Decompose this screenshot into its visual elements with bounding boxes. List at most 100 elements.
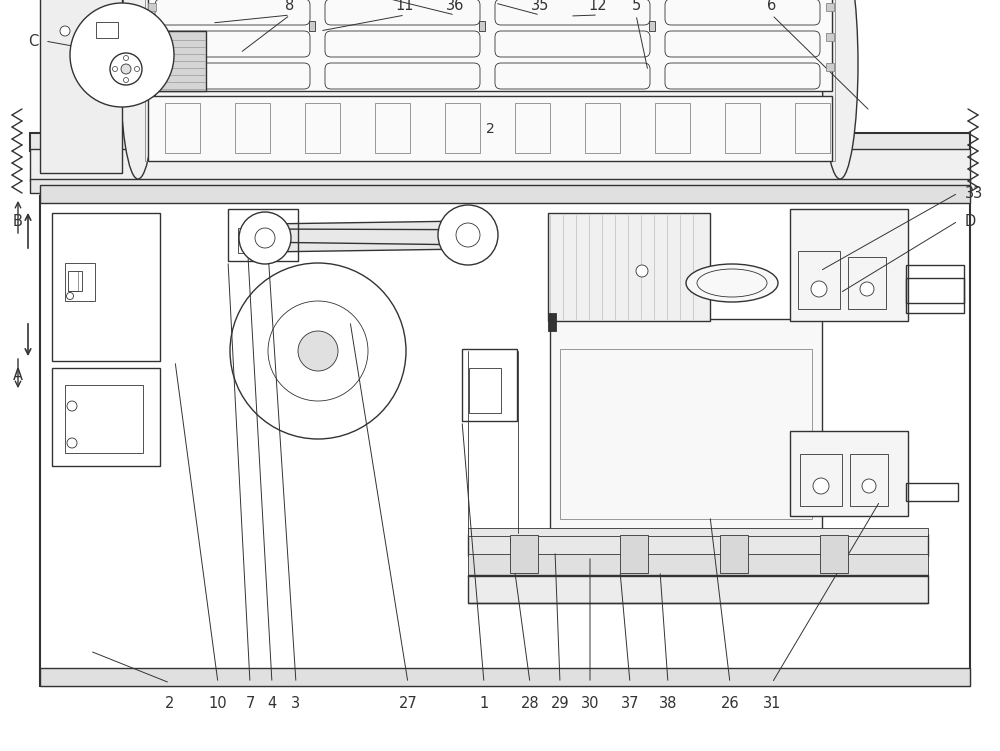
Bar — [468, 575, 928, 603]
Bar — [445, 103, 480, 153]
Bar — [790, 431, 908, 516]
Bar — [148, 31, 206, 91]
Circle shape — [456, 223, 480, 247]
Bar — [906, 483, 958, 501]
Text: 30: 30 — [581, 695, 599, 710]
Circle shape — [255, 228, 275, 248]
Text: 6: 6 — [767, 0, 777, 13]
Bar — [620, 535, 648, 573]
Bar — [906, 265, 964, 313]
Bar — [238, 228, 268, 253]
Bar — [468, 554, 928, 576]
Bar — [548, 313, 556, 331]
Text: B: B — [13, 213, 23, 228]
Ellipse shape — [120, 0, 156, 179]
Bar — [479, 21, 485, 31]
Bar — [40, 185, 970, 203]
Bar — [795, 103, 830, 153]
Text: 11: 11 — [396, 0, 414, 13]
Circle shape — [60, 26, 70, 36]
Ellipse shape — [822, 0, 858, 179]
Bar — [560, 349, 812, 519]
Bar — [550, 319, 822, 529]
Bar — [309, 21, 315, 31]
Bar — [798, 251, 840, 309]
Bar — [30, 149, 970, 181]
Polygon shape — [265, 221, 468, 252]
Circle shape — [67, 401, 77, 411]
Bar — [510, 535, 538, 573]
Ellipse shape — [686, 264, 778, 302]
Bar — [800, 454, 842, 506]
Text: 26: 26 — [721, 695, 739, 710]
Text: 7: 7 — [245, 695, 255, 710]
Circle shape — [80, 26, 90, 36]
Circle shape — [174, 75, 182, 83]
Circle shape — [813, 478, 829, 494]
Circle shape — [124, 77, 128, 83]
Bar — [906, 278, 964, 303]
Circle shape — [239, 212, 291, 264]
Bar — [165, 103, 200, 153]
Circle shape — [268, 301, 368, 401]
Circle shape — [247, 228, 263, 244]
Bar — [468, 534, 928, 556]
Circle shape — [134, 67, 140, 71]
Bar — [826, 33, 834, 41]
Bar — [145, 0, 835, 161]
Bar — [790, 209, 908, 321]
Bar — [148, 0, 832, 91]
Circle shape — [112, 67, 118, 71]
Text: 2: 2 — [486, 122, 494, 136]
Bar — [40, 196, 970, 686]
Bar — [40, 668, 970, 686]
Bar — [649, 21, 655, 31]
Bar — [469, 368, 501, 413]
Bar — [30, 133, 970, 151]
Text: 37: 37 — [621, 695, 639, 710]
Bar — [515, 103, 550, 153]
Text: 12: 12 — [589, 0, 607, 13]
Bar — [65, 385, 143, 453]
Text: 36: 36 — [446, 0, 464, 13]
Text: 8: 8 — [285, 0, 295, 13]
Text: 38: 38 — [659, 695, 677, 710]
Bar — [52, 213, 160, 361]
Bar — [826, 63, 834, 71]
Circle shape — [298, 331, 338, 371]
Bar — [305, 103, 340, 153]
Bar — [148, 33, 156, 41]
Bar — [148, 3, 156, 11]
Text: 35: 35 — [531, 0, 549, 13]
Text: 29: 29 — [551, 695, 569, 710]
Text: 3: 3 — [291, 695, 301, 710]
Bar — [148, 63, 156, 71]
Text: A: A — [13, 369, 23, 384]
Text: 33: 33 — [965, 185, 983, 201]
Circle shape — [806, 75, 814, 83]
Circle shape — [230, 263, 406, 439]
Bar — [820, 535, 848, 573]
Bar — [148, 96, 832, 161]
Circle shape — [811, 281, 827, 297]
Bar — [655, 103, 690, 153]
Bar — [720, 535, 748, 573]
Circle shape — [860, 282, 874, 296]
Text: 1: 1 — [479, 695, 489, 710]
Circle shape — [67, 438, 77, 448]
Bar — [68, 271, 82, 291]
Circle shape — [124, 56, 128, 61]
Bar — [548, 213, 710, 321]
Bar — [826, 3, 834, 11]
Bar — [848, 257, 886, 309]
Circle shape — [70, 3, 174, 107]
Bar — [96, 22, 118, 38]
Text: 4: 4 — [267, 695, 277, 710]
Text: 28: 28 — [521, 695, 539, 710]
Text: 31: 31 — [763, 695, 781, 710]
Text: 27: 27 — [399, 695, 417, 710]
Text: 2: 2 — [165, 695, 175, 710]
Bar — [375, 103, 410, 153]
Bar — [228, 209, 298, 261]
Bar — [850, 454, 888, 506]
